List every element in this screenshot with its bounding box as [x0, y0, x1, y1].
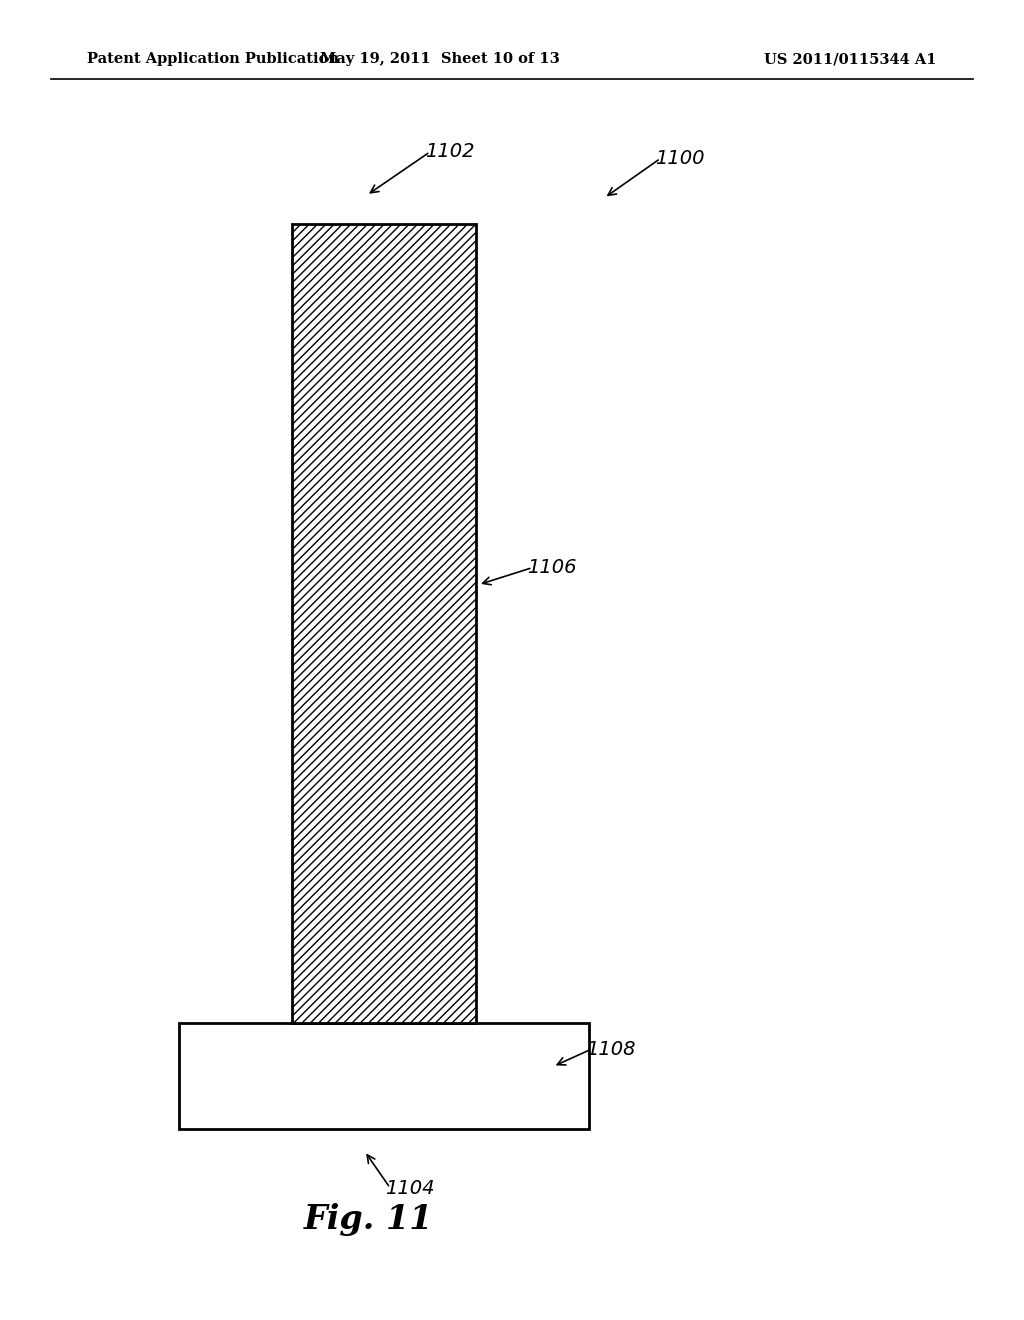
- Text: 1102: 1102: [425, 143, 474, 161]
- Bar: [292, 224, 476, 1023]
- Text: 1108: 1108: [586, 1040, 635, 1059]
- Text: US 2011/0115344 A1: US 2011/0115344 A1: [765, 53, 937, 66]
- Text: Patent Application Publication: Patent Application Publication: [87, 53, 339, 66]
- Text: 1100: 1100: [655, 149, 705, 168]
- Text: 1106: 1106: [527, 558, 577, 577]
- Text: 1104: 1104: [385, 1179, 434, 1197]
- Bar: [179, 1023, 589, 1129]
- Text: May 19, 2011  Sheet 10 of 13: May 19, 2011 Sheet 10 of 13: [321, 53, 560, 66]
- Text: Fig. 11: Fig. 11: [304, 1204, 433, 1236]
